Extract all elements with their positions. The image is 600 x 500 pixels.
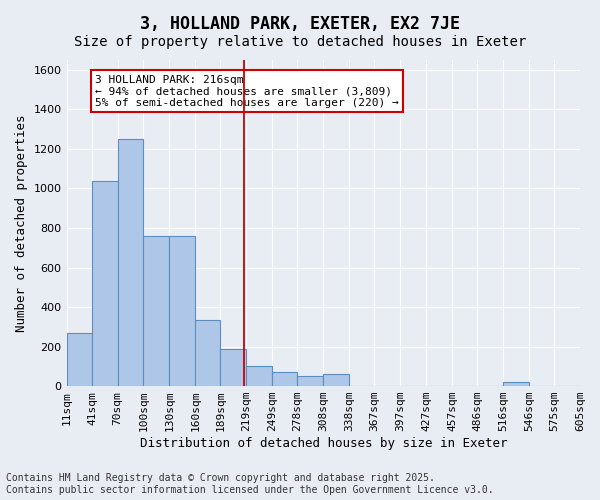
Bar xyxy=(220,348,247,386)
Bar xyxy=(196,320,220,386)
Bar xyxy=(272,372,298,386)
Text: Contains HM Land Registry data © Crown copyright and database right 2025.
Contai: Contains HM Land Registry data © Crown c… xyxy=(6,474,494,495)
Text: Size of property relative to detached houses in Exeter: Size of property relative to detached ho… xyxy=(74,35,526,49)
Bar xyxy=(298,376,323,386)
Bar xyxy=(67,332,92,386)
Bar xyxy=(323,374,349,386)
Bar xyxy=(503,382,529,386)
Bar xyxy=(169,236,196,386)
X-axis label: Distribution of detached houses by size in Exeter: Distribution of detached houses by size … xyxy=(140,437,507,450)
Y-axis label: Number of detached properties: Number of detached properties xyxy=(15,114,28,332)
Bar xyxy=(92,180,118,386)
Bar xyxy=(118,139,143,386)
Text: 3 HOLLAND PARK: 216sqm
← 94% of detached houses are smaller (3,809)
5% of semi-d: 3 HOLLAND PARK: 216sqm ← 94% of detached… xyxy=(95,74,399,108)
Bar xyxy=(247,366,272,386)
Text: 3, HOLLAND PARK, EXETER, EX2 7JE: 3, HOLLAND PARK, EXETER, EX2 7JE xyxy=(140,15,460,33)
Bar xyxy=(143,236,169,386)
